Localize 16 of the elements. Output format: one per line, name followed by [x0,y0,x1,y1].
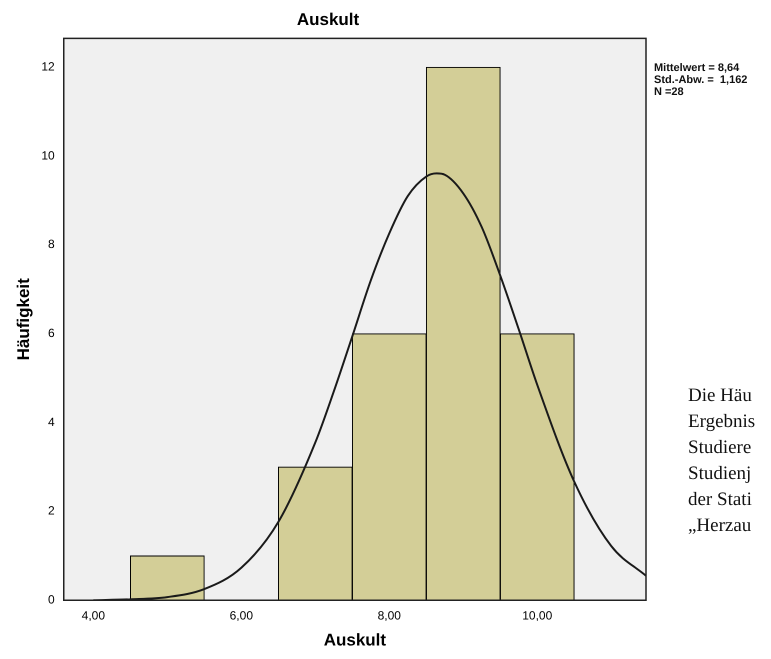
y-tick-label: 0 [48,592,56,607]
text: Die Häu Ergebnis Studiere Studienj der Stati „Herzau [688,384,756,538]
text: Mittelwert = 8,64 Std.-Abw. = 1,162 N =28 [654,62,748,98]
x-tick-label: 6,00 [230,608,254,623]
x-tick-label: 10,00 [522,608,553,623]
x-tick-label: 8,00 [378,608,402,623]
x-axis-title: Auskult [324,630,386,650]
chart-title: Auskult [296,10,360,29]
y-tick-label: 10 [41,148,56,162]
y-tick-label: 2 [48,504,56,518]
y-axis-title: Häufigkeit [14,278,33,360]
x-tick-label: 4,00 [82,608,106,623]
y-tick-label: 6 [48,326,56,340]
y-tick-label: 4 [48,414,56,429]
y-tick-label: 8 [48,237,56,252]
y-tick-label: 12 [41,60,56,74]
